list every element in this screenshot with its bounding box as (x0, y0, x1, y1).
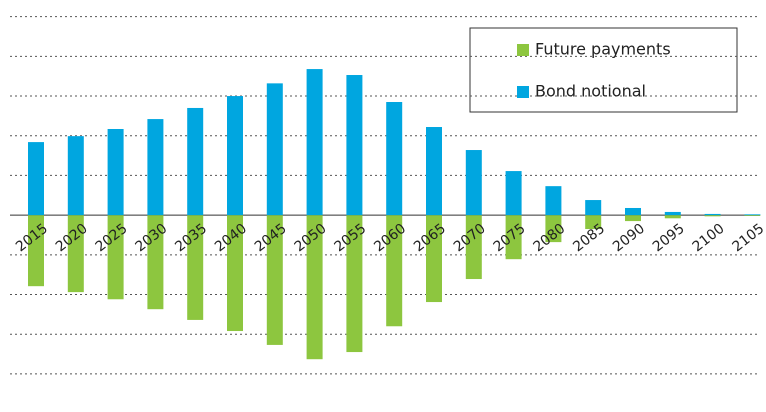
bar (505, 215, 522, 260)
bar (306, 215, 323, 360)
bar (187, 215, 204, 320)
bar (187, 107, 204, 216)
legend-swatch (517, 44, 529, 56)
legend-label: Bond notional (535, 82, 646, 101)
bar (386, 215, 403, 327)
bar (465, 215, 482, 280)
bar (744, 214, 761, 216)
bar (107, 215, 124, 300)
bar (426, 127, 442, 216)
bar (227, 96, 243, 216)
bar (266, 215, 283, 345)
bar (346, 215, 363, 353)
x-tick-label: 2095 (650, 221, 688, 256)
bar (147, 215, 164, 310)
legend-swatch (517, 86, 529, 98)
bar (664, 211, 681, 216)
bar (545, 186, 562, 216)
bar (67, 136, 84, 216)
bar (67, 215, 84, 293)
bar (704, 215, 721, 217)
bar (545, 215, 562, 243)
bar (107, 128, 124, 216)
bar (266, 83, 283, 216)
bar (625, 207, 641, 216)
bar (386, 102, 403, 216)
x-tick-label: 2105 (729, 221, 766, 256)
bar (426, 215, 442, 303)
bar (744, 215, 761, 216)
legend-box (469, 27, 738, 113)
bar (585, 200, 602, 216)
bar (227, 215, 243, 332)
bar (625, 215, 641, 222)
bar (147, 119, 164, 216)
x-tick-label: 2090 (610, 221, 648, 256)
bar (505, 171, 522, 216)
bar (585, 215, 602, 230)
x-tick-label: 2100 (690, 221, 728, 256)
bar (28, 142, 44, 216)
legend-label: Future payments (535, 40, 671, 59)
bar (465, 150, 482, 216)
bar (346, 75, 363, 216)
bar (704, 213, 721, 216)
bar (664, 215, 681, 219)
bar (306, 69, 323, 216)
bar (28, 215, 44, 287)
